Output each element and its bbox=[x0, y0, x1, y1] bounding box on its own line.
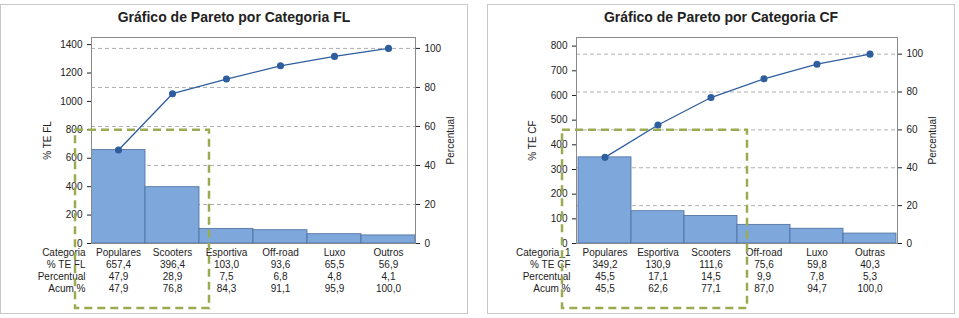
html-text:Gráfico de Pareto por Categori: Gráfico de Pareto por Categoria FL bbox=[117, 9, 351, 25]
svg-text:Outras: Outras bbox=[855, 247, 885, 258]
svg-text:20: 20 bbox=[907, 200, 919, 211]
svg-text:Percentual: Percentual bbox=[38, 271, 86, 282]
svg-text:84,3: 84,3 bbox=[217, 283, 237, 294]
svg-text:91,1: 91,1 bbox=[271, 283, 291, 294]
svg-text:40: 40 bbox=[907, 162, 919, 173]
svg-text:45,5: 45,5 bbox=[595, 283, 615, 294]
svg-text:14,5: 14,5 bbox=[701, 271, 721, 282]
svg-text:1400: 1400 bbox=[60, 39, 83, 50]
svg-text:93,6: 93,6 bbox=[271, 259, 291, 270]
svg-text:0: 0 bbox=[76, 237, 83, 249]
svg-text:103,0: 103,0 bbox=[214, 259, 239, 270]
svg-text:80: 80 bbox=[425, 82, 437, 93]
svg-text:Luxo: Luxo bbox=[324, 247, 346, 258]
svg-text:87,0: 87,0 bbox=[754, 283, 774, 294]
svg-text:300: 300 bbox=[551, 164, 568, 175]
svg-text:76,8: 76,8 bbox=[163, 283, 183, 294]
svg-text:Categoria_1: Categoria_1 bbox=[516, 246, 571, 258]
svg-text:400: 400 bbox=[551, 139, 568, 150]
svg-text:Percentual: Percentual bbox=[523, 271, 571, 282]
svg-text:80: 80 bbox=[907, 86, 919, 97]
svg-text:% TE CF: % TE CF bbox=[530, 259, 570, 270]
svg-text:Percentual: Percentual bbox=[445, 117, 456, 165]
svg-text:% TE FL: % TE FL bbox=[47, 259, 86, 270]
svg-text:130,9: 130,9 bbox=[645, 259, 670, 270]
svg-text:6,8: 6,8 bbox=[274, 271, 288, 282]
svg-text:Acum %: Acum % bbox=[533, 283, 570, 294]
svg-text:60: 60 bbox=[425, 121, 437, 132]
svg-text:Percentual: Percentual bbox=[927, 117, 938, 165]
svg-text:65,5: 65,5 bbox=[325, 259, 345, 270]
svg-text:200: 200 bbox=[551, 188, 568, 199]
svg-text:0: 0 bbox=[907, 238, 913, 249]
svg-text:56,9: 56,9 bbox=[379, 259, 399, 270]
svg-text:7,5: 7,5 bbox=[220, 271, 234, 282]
svg-text:94,7: 94,7 bbox=[807, 283, 827, 294]
svg-text:7,8: 7,8 bbox=[810, 271, 824, 282]
svg-text:100,0: 100,0 bbox=[376, 283, 401, 294]
svg-text:800: 800 bbox=[551, 40, 568, 51]
svg-text:600: 600 bbox=[551, 90, 568, 101]
svg-text:200: 200 bbox=[65, 209, 83, 221]
svg-text:111,6: 111,6 bbox=[699, 259, 723, 270]
svg-text:Populares: Populares bbox=[582, 247, 627, 258]
svg-text:100: 100 bbox=[907, 48, 924, 59]
svg-text:657,4: 657,4 bbox=[106, 259, 131, 270]
svg-text:400: 400 bbox=[65, 180, 83, 192]
svg-text:45,5: 45,5 bbox=[595, 271, 615, 282]
svg-text:47,9: 47,9 bbox=[109, 283, 129, 294]
svg-text:Populares: Populares bbox=[96, 247, 141, 258]
svg-text:600: 600 bbox=[65, 152, 83, 164]
svg-text:40: 40 bbox=[425, 160, 437, 171]
svg-text:100: 100 bbox=[551, 213, 568, 224]
svg-text:700: 700 bbox=[551, 65, 568, 76]
svg-text:800: 800 bbox=[65, 124, 83, 135]
svg-text:Acum %: Acum % bbox=[48, 283, 85, 294]
svg-text:% TE CF: % TE CF bbox=[527, 120, 538, 160]
svg-text:Off-road: Off-road bbox=[262, 247, 299, 258]
svg-text:100: 100 bbox=[425, 43, 442, 54]
svg-text:9,9: 9,9 bbox=[757, 271, 771, 282]
svg-text:% TE FL: % TE FL bbox=[42, 121, 53, 160]
svg-text:Categoria: Categoria bbox=[42, 247, 86, 258]
svg-text:4,1: 4,1 bbox=[382, 271, 396, 282]
svg-text:Scooters: Scooters bbox=[153, 247, 192, 258]
svg-text:60: 60 bbox=[907, 124, 919, 135]
svg-text:5,3: 5,3 bbox=[863, 271, 877, 282]
svg-text:100,0: 100,0 bbox=[857, 283, 882, 294]
svg-text:396,4: 396,4 bbox=[160, 259, 185, 270]
svg-text:Esportiva: Esportiva bbox=[637, 247, 679, 258]
svg-text:75,6: 75,6 bbox=[754, 259, 774, 270]
svg-text:Off-road: Off-road bbox=[746, 247, 783, 258]
svg-text:4,8: 4,8 bbox=[328, 271, 342, 282]
svg-text:1200: 1200 bbox=[60, 67, 83, 78]
svg-text:500: 500 bbox=[551, 114, 568, 125]
html-text:Gráfico de Pareto por Categori: Gráfico de Pareto por Categoria CF bbox=[603, 9, 839, 25]
svg-text:77,1: 77,1 bbox=[701, 283, 721, 294]
svg-text:28,9: 28,9 bbox=[163, 271, 183, 282]
svg-text:59,8: 59,8 bbox=[807, 259, 827, 270]
svg-text:40,3: 40,3 bbox=[860, 259, 880, 270]
svg-text:95,9: 95,9 bbox=[325, 283, 345, 294]
svg-text:349,2: 349,2 bbox=[592, 259, 617, 270]
svg-text:17,1: 17,1 bbox=[648, 271, 668, 282]
svg-text:0: 0 bbox=[425, 238, 431, 249]
svg-text:1000: 1000 bbox=[60, 96, 83, 107]
svg-text:62,6: 62,6 bbox=[648, 283, 668, 294]
svg-text:47,9: 47,9 bbox=[109, 271, 129, 282]
svg-text:Luxo: Luxo bbox=[806, 247, 828, 258]
svg-text:20: 20 bbox=[425, 199, 437, 210]
svg-text:Scooters: Scooters bbox=[691, 247, 730, 258]
svg-text:Outros: Outros bbox=[373, 247, 403, 258]
svg-text:Esportiva: Esportiva bbox=[206, 247, 248, 258]
